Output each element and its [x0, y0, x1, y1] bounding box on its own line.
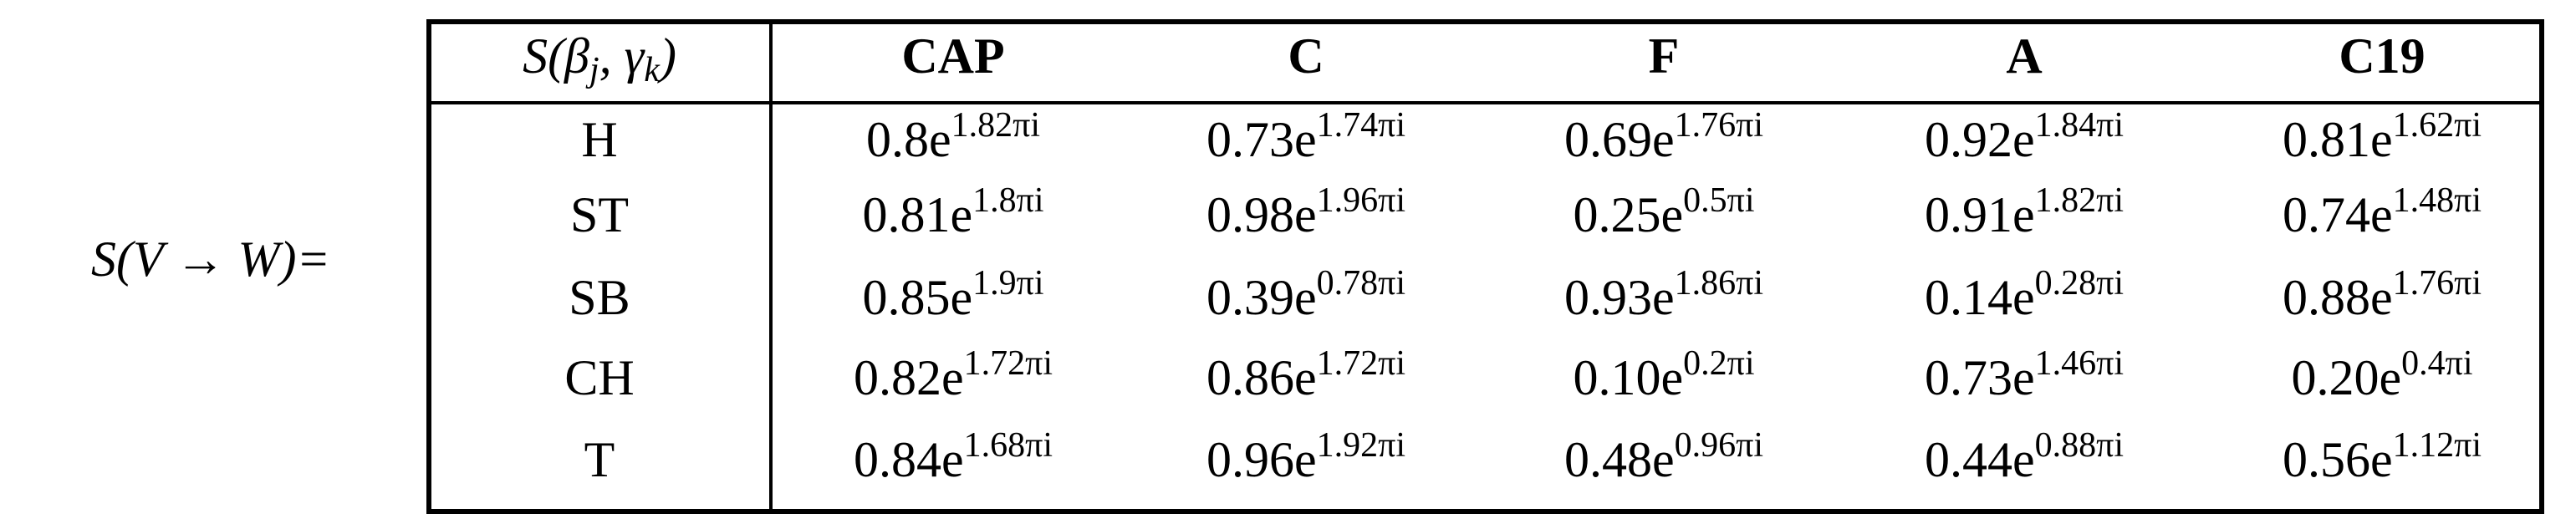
cell-base: 0.44e — [1925, 432, 2035, 487]
cell: 0.14e0.28πi — [1925, 264, 2124, 325]
cell-exponent: 0.96πi — [1675, 426, 1763, 465]
cell-base: 0.92e — [1925, 112, 2035, 167]
cell: 0.84e1.68πi — [854, 426, 1053, 487]
cell: 0.48e0.96πi — [1564, 426, 1763, 487]
cell-exponent: 1.84πi — [2035, 106, 2124, 145]
column-header: C19 — [2339, 28, 2425, 84]
cell: 0.20e0.4πi — [2291, 344, 2472, 405]
cell: 0.10e0.2πi — [1573, 344, 1754, 405]
cell: 0.92e1.84πi — [1925, 106, 2124, 167]
cell-exponent: 1.76πi — [1675, 106, 1763, 145]
cell-exponent: 1.48πi — [2393, 181, 2482, 220]
corner-header: S(βj, γk) — [523, 28, 676, 89]
cell-base: 0.25e — [1573, 187, 1683, 242]
cell: 0.86e1.72πi — [1206, 344, 1405, 405]
subscript: k — [644, 51, 661, 89]
row-label: SB — [569, 270, 630, 325]
cell: 0.91e1.82πi — [1925, 181, 2124, 242]
cell: 0.73e1.74πi — [1206, 106, 1405, 167]
corner-text: S(β — [523, 28, 589, 84]
cell: 0.74e1.48πi — [2283, 181, 2482, 242]
cell-exponent: 1.74πi — [1317, 106, 1405, 145]
cell-exponent: 1.82πi — [951, 106, 1040, 145]
row-label: ST — [570, 187, 629, 242]
cell-base: 0.88e — [2283, 270, 2393, 325]
cell-base: 0.85e — [862, 270, 972, 325]
column-header: A — [2006, 28, 2042, 84]
cell-base: 0.98e — [1206, 187, 1317, 242]
cell-base: 0.10e — [1573, 350, 1683, 405]
row-label: H — [581, 112, 617, 167]
cell-exponent: 0.5πi — [1683, 181, 1754, 220]
cell-exponent: 1.76πi — [2393, 264, 2482, 303]
cell-base: 0.81e — [862, 187, 972, 242]
cell-exponent: 0.2πi — [1683, 344, 1754, 383]
cell: 0.56e1.12πi — [2283, 426, 2482, 487]
table-border — [426, 19, 2544, 514]
cell-base: 0.86e — [1206, 350, 1317, 405]
cell-base: 0.8e — [866, 112, 951, 167]
cell-exponent: 1.68πi — [964, 426, 1053, 465]
cell: 0.69e1.76πi — [1564, 106, 1763, 167]
cell-base: 0.74e — [2283, 187, 2393, 242]
cell: 0.8e1.82πi — [866, 106, 1040, 167]
cell: 0.98e1.96πi — [1206, 181, 1405, 242]
cell-exponent: 1.9πi — [972, 264, 1043, 303]
cell-base: 0.93e — [1564, 270, 1675, 325]
cell-base: 0.39e — [1206, 270, 1317, 325]
cell-base: 0.73e — [1206, 112, 1317, 167]
cell-base: 0.20e — [2291, 350, 2401, 405]
cell: 0.82e1.72πi — [854, 344, 1053, 405]
corner-text: , γ — [599, 28, 645, 84]
cell-exponent: 1.12πi — [2393, 426, 2482, 465]
cell: 0.81e1.62πi — [2283, 106, 2482, 167]
cell-exponent: 0.78πi — [1317, 264, 1405, 303]
cell-exponent: 1.46πi — [2035, 344, 2124, 383]
cell-base: 0.73e — [1925, 350, 2035, 405]
cell-exponent: 0.88πi — [2035, 426, 2124, 465]
cell-base: 0.96e — [1206, 432, 1317, 487]
cell-base: 0.82e — [854, 350, 964, 405]
cell: 0.88e1.76πi — [2283, 264, 2482, 325]
corner-text: ) — [657, 28, 676, 84]
subscript: j — [585, 51, 599, 89]
cell-base: 0.56e — [2283, 432, 2393, 487]
cell-exponent: 0.4πi — [2401, 344, 2472, 383]
cell: 0.85e1.9πi — [862, 264, 1043, 325]
cell-exponent: 1.86πi — [1675, 264, 1763, 303]
cell-exponent: 1.72πi — [1317, 344, 1405, 383]
cell-exponent: 1.62πi — [2393, 106, 2482, 145]
column-header: F — [1649, 28, 1680, 84]
cell-exponent: 1.8πi — [972, 181, 1043, 220]
cell: 0.44e0.88πi — [1925, 426, 2124, 487]
cell-base: 0.69e — [1564, 112, 1675, 167]
cell-base: 0.48e — [1564, 432, 1675, 487]
row-label: CH — [564, 350, 634, 405]
cell-exponent: 1.96πi — [1317, 181, 1405, 220]
cell: 0.39e0.78πi — [1206, 264, 1405, 325]
cell-base: 0.81e — [2283, 112, 2393, 167]
cell-base: 0.84e — [854, 432, 964, 487]
column-header: CAP — [901, 28, 1004, 84]
cell: 0.81e1.8πi — [862, 181, 1043, 242]
equation-label: S(V → W)= — [91, 231, 330, 287]
cell-exponent: 1.72πi — [964, 344, 1053, 383]
cell: 0.93e1.86πi — [1564, 264, 1763, 325]
cell-exponent: 1.92πi — [1317, 426, 1405, 465]
cell-exponent: 0.28πi — [2035, 264, 2124, 303]
cell: 0.73e1.46πi — [1925, 344, 2124, 405]
column-header: C — [1288, 28, 1324, 84]
cell-exponent: 1.82πi — [2035, 181, 2124, 220]
cell-base: 0.91e — [1925, 187, 2035, 242]
cell: 0.96e1.92πi — [1206, 426, 1405, 487]
cell-base: 0.14e — [1925, 270, 2035, 325]
cell: 0.25e0.5πi — [1573, 181, 1754, 242]
row-label: T — [584, 432, 615, 487]
